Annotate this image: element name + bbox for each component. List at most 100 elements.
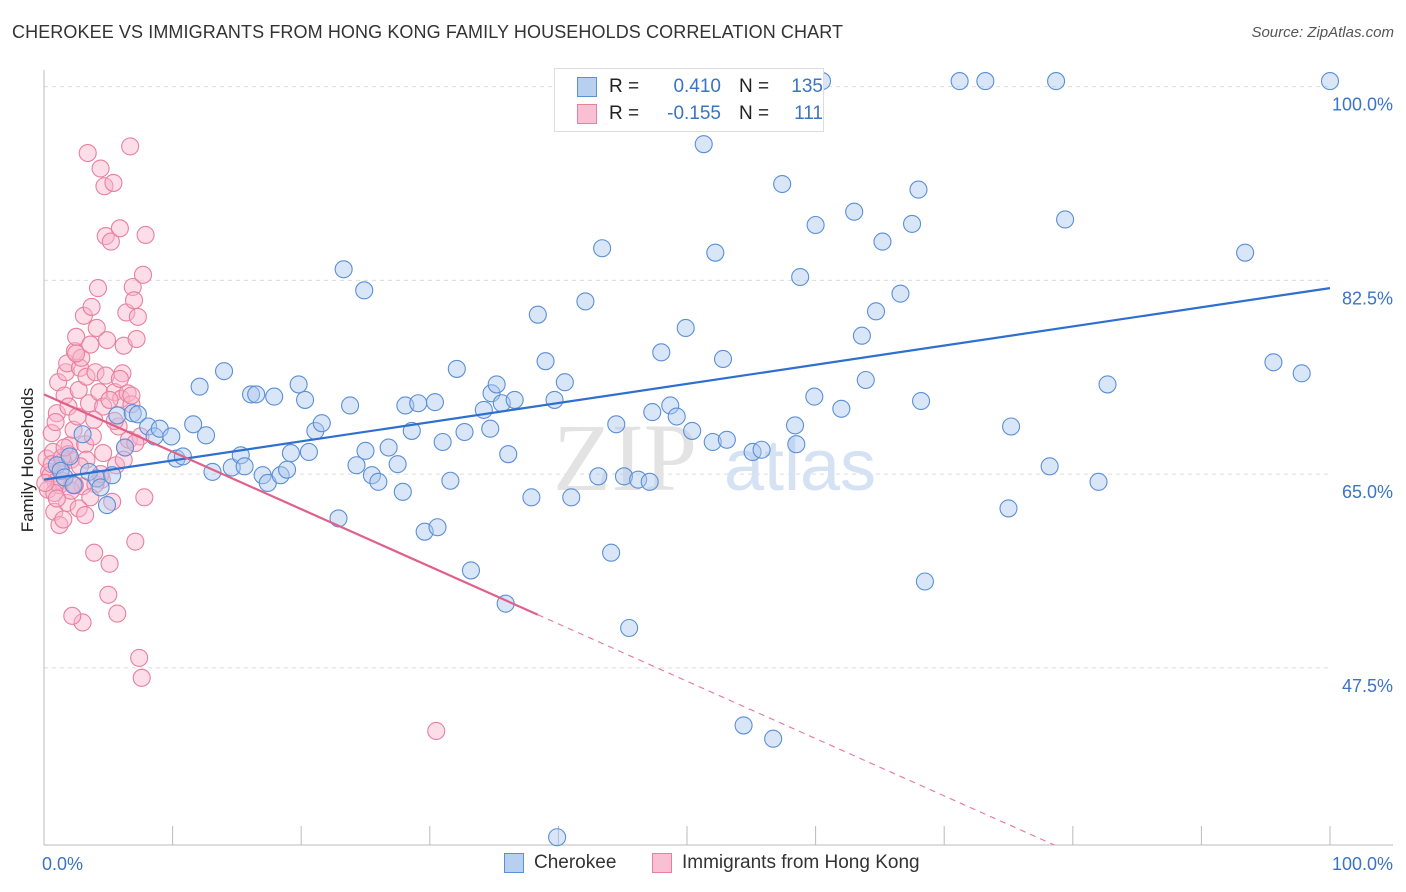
point-cherokee [909, 180, 928, 199]
point-cherokee [806, 215, 825, 235]
point-hong-kong [94, 397, 113, 416]
point-hong-kong [100, 554, 119, 573]
point-cherokee [852, 326, 871, 345]
axes [43, 70, 1393, 846]
point-cherokee [856, 370, 875, 390]
point-cherokee [576, 292, 595, 311]
series-immigrants-hong-kong [36, 137, 446, 741]
point-cherokee [1320, 72, 1340, 91]
y-tick-label: 100.0% [1332, 95, 1393, 115]
point-cherokee [441, 471, 460, 490]
point-cherokee [562, 488, 581, 507]
y-tick-label: 82.5% [1342, 288, 1393, 308]
point-hong-kong [87, 318, 106, 338]
point-hong-kong [86, 363, 105, 382]
point-cherokee [1002, 417, 1021, 436]
point-cherokee [832, 399, 851, 418]
point-hong-kong [100, 390, 119, 409]
point-cherokee [791, 267, 810, 287]
point-cherokee [356, 441, 375, 460]
bottom-legend-hong-kong: Immigrants from Hong Kong [652, 852, 920, 874]
point-hong-kong [79, 394, 99, 413]
chart-title: CHEROKEE VS IMMIGRANTS FROM HONG KONG FA… [12, 22, 844, 42]
point-cherokee [683, 421, 702, 440]
point-hong-kong [108, 604, 127, 623]
point-hong-kong [121, 137, 140, 156]
gridlines [44, 86, 1330, 669]
point-cherokee [785, 416, 805, 435]
point-hong-kong [427, 721, 446, 741]
point-cherokee [773, 174, 792, 194]
x-tick-label: 100.0% [1332, 854, 1393, 874]
point-cherokee [703, 432, 722, 452]
point-hong-kong [110, 219, 129, 238]
point-hong-kong [85, 543, 104, 562]
point-cherokee [73, 425, 92, 444]
point-hong-kong [76, 506, 95, 525]
point-hong-kong [58, 493, 77, 512]
point-cherokee [873, 232, 892, 251]
point-cherokee [425, 393, 444, 412]
point-cherokee [481, 419, 500, 438]
point-hong-kong [82, 297, 101, 316]
point-cherokee [915, 572, 934, 591]
point-cherokee [1098, 375, 1117, 394]
point-cherokee [461, 561, 481, 580]
point-cherokee [589, 467, 608, 486]
point-cherokee [87, 469, 106, 488]
point-cherokee [694, 135, 713, 154]
point-hong-kong [132, 668, 151, 687]
point-hong-kong [123, 277, 142, 297]
point-cherokee [455, 422, 474, 442]
y-tick-label: 65.0% [1342, 482, 1393, 502]
point-hong-kong [55, 438, 74, 457]
legend-n-value-cherokee: 135 [791, 76, 823, 97]
point-hong-kong [94, 444, 113, 463]
point-cherokee [329, 509, 348, 528]
point-hong-kong [68, 407, 87, 426]
point-cherokee [845, 202, 864, 221]
point-cherokee [487, 375, 506, 394]
point-cherokee [362, 466, 381, 485]
point-cherokee [717, 430, 736, 449]
point-hong-kong [47, 489, 66, 508]
point-cherokee [139, 417, 158, 436]
point-cherokee [355, 281, 374, 300]
point-cherokee [734, 716, 753, 735]
point-hong-kong [69, 499, 88, 518]
legend-n-value-hong-kong: 111 [794, 103, 823, 124]
point-hong-kong [46, 413, 65, 432]
point-hong-kong [69, 380, 88, 400]
point-cherokee [97, 496, 117, 515]
point-cherokee [891, 284, 910, 303]
point-cherokee [912, 391, 931, 411]
bottom-swatch-hong-kong [652, 853, 672, 873]
point-cherokee [296, 390, 315, 409]
point-hong-kong [101, 232, 120, 251]
point-cherokee [388, 455, 407, 474]
point-cherokee [162, 427, 181, 446]
point-cherokee [620, 618, 639, 638]
point-cherokee [222, 458, 241, 477]
point-cherokee [278, 460, 297, 479]
bottom-swatch-cherokee [504, 853, 524, 873]
point-cherokee [393, 482, 412, 501]
point-cherokee [347, 456, 366, 475]
point-cherokee [522, 488, 541, 507]
point-cherokee [341, 396, 360, 415]
point-cherokee [1264, 353, 1283, 372]
point-cherokee [369, 472, 388, 491]
point-cherokee [536, 352, 555, 371]
point-hong-kong [110, 369, 129, 388]
point-cherokee [289, 375, 308, 394]
source-label: Source: ZipAtlas.com [1251, 24, 1394, 41]
point-hong-kong [73, 613, 92, 632]
point-cherokee [555, 373, 574, 392]
point-hong-kong [128, 307, 147, 326]
point-cherokee [528, 305, 547, 324]
point-cherokee [91, 478, 110, 497]
point-cherokee [265, 387, 284, 406]
point-cherokee [902, 214, 922, 233]
point-hong-kong [88, 279, 108, 298]
